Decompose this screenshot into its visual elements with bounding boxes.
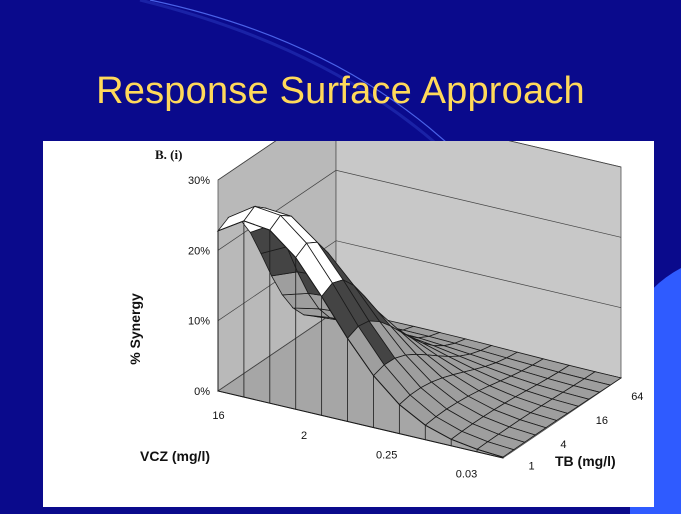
panel-label: B. (i) <box>155 147 182 162</box>
vcz-tick-label: 16 <box>212 410 224 422</box>
front-skirt-outline <box>217 220 504 459</box>
z-gridline <box>217 240 622 321</box>
vcz-axis-title: VCZ (mg/l) <box>140 448 210 464</box>
tb-tick-label: 16 <box>596 415 608 427</box>
vcz-tick-label: 0.03 <box>456 468 477 480</box>
surface-chart: B. (i) 0% 10% 20% 30% % Synergy 16 2 0.25 0.03 VCZ… <box>127 141 643 480</box>
tb-tick-label: 64 <box>631 391 643 403</box>
z-tick-label: 20% <box>188 245 210 257</box>
vcz-tick-label: 2 <box>301 430 307 442</box>
z-tick-label: 30% <box>188 175 210 187</box>
tb-axis-title: TB (mg/l) <box>555 453 616 469</box>
decorative-arc-glow <box>139 0 454 160</box>
z-gridline <box>217 141 622 181</box>
z-axis-title: % Synergy <box>127 293 143 365</box>
tb-tick-label: 1 <box>529 461 535 473</box>
decorative-arc <box>149 0 461 156</box>
tb-tick-label: 4 <box>560 439 566 451</box>
chart-figure: B. (i) 0% 10% 20% 30% % Synergy 16 2 0.25 0.03 VCZ… <box>43 141 654 507</box>
z-tick-label: 10% <box>188 316 210 328</box>
vcz-tick-label: 0.25 <box>376 450 397 462</box>
slide-title: Response Surface Approach <box>96 70 585 112</box>
z-tick-label: 0% <box>194 386 210 398</box>
